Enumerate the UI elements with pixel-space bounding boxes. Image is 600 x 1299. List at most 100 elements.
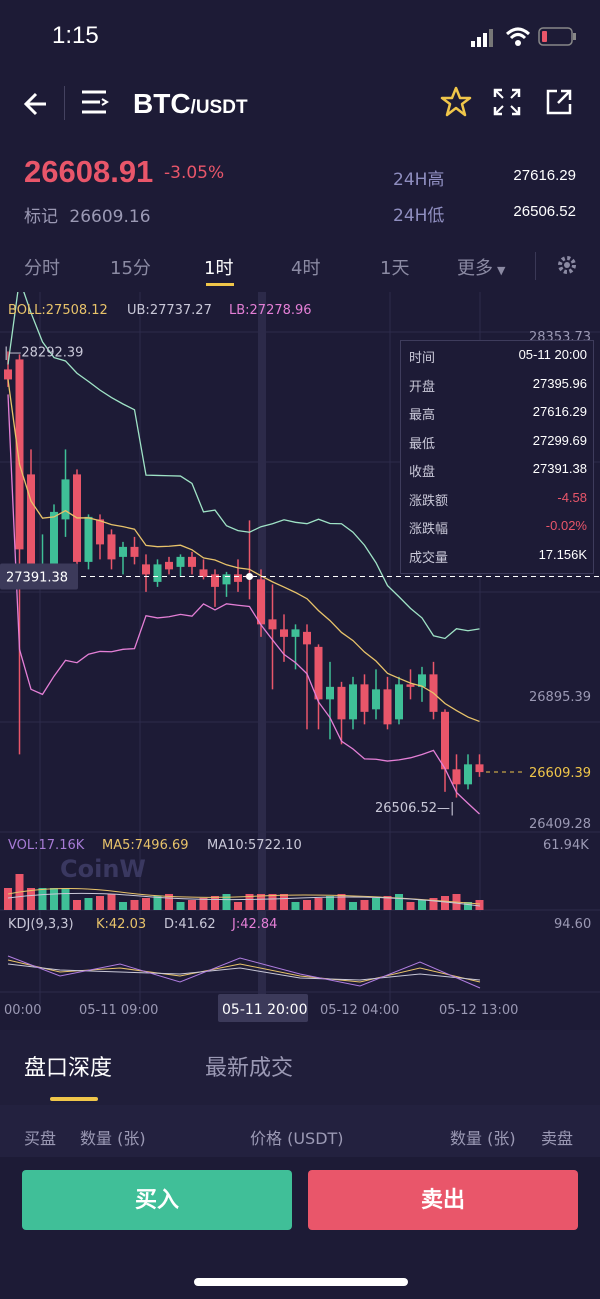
pair-quote: /USDT (190, 97, 248, 118)
tooltip-row: 最高 27616.29 (409, 404, 587, 430)
candle-body (153, 564, 162, 582)
volume-bar (383, 896, 392, 910)
volume-bar (130, 900, 139, 910)
volume-bar (199, 898, 208, 910)
candle-body (15, 359, 24, 550)
mark-value: 26609.16 (69, 207, 151, 227)
price-label: 价格 (USDT) (250, 1129, 344, 1148)
axis-label: 26895.39 (529, 690, 591, 705)
candle-body (257, 579, 265, 625)
tab-more[interactable]: 更多 ▼ (457, 254, 505, 280)
tab-more-label: 更多 (457, 258, 493, 279)
back-arrow-icon[interactable] (22, 90, 50, 118)
tab-1h[interactable]: 1时 (204, 258, 234, 279)
candle-body (383, 689, 392, 725)
boll-lower-line (7, 394, 480, 815)
volume-bar (257, 894, 265, 910)
high-value: 27616.29 (513, 167, 576, 184)
candle-body (452, 769, 461, 785)
kdj-label: KDJ(9,3,3) (8, 917, 74, 932)
orderbook-header: 买盘 数量 (张) 价格 (USDT) 数量 (张) 卖盘 (0, 1105, 600, 1157)
tab-15m[interactable]: 15分 (110, 258, 151, 279)
volume-bar (360, 900, 369, 910)
tooltip-value: 05-11 20:00 (518, 347, 587, 362)
candle-body (268, 619, 277, 630)
candle-body (395, 684, 403, 720)
volume-bar (96, 896, 104, 910)
tab-4h[interactable]: 4时 (291, 258, 321, 279)
volume-bar (188, 900, 196, 910)
candle-body (464, 764, 472, 785)
candle-body (280, 629, 288, 637)
volume-bar (245, 894, 254, 910)
volume-bar (176, 902, 185, 910)
time-axis-label: 05-12 13:00 (439, 1003, 518, 1018)
mark-price: 标记 26609.16 (24, 202, 151, 227)
tab-1d[interactable]: 1天 (380, 258, 410, 279)
divider (64, 86, 65, 120)
tab-time-share[interactable]: 分时 (24, 258, 60, 279)
volume-bar (50, 888, 58, 910)
share-icon[interactable] (545, 88, 573, 116)
boll-label: BOLL:27508.12 (8, 303, 108, 318)
pair-title[interactable]: BTC/USDT (133, 88, 248, 120)
gear-icon[interactable] (556, 254, 578, 276)
tooltip-key: 涨跌额 (409, 493, 449, 509)
candle-body (188, 556, 196, 567)
tooltip-row: 开盘 27395.96 (409, 376, 587, 402)
volume-bar (4, 888, 12, 910)
candle-body (406, 684, 415, 687)
tooltip-row: 最低 27299.69 (409, 433, 587, 459)
bid-qty-label: 数量 (张) (80, 1129, 146, 1148)
tab-depth[interactable]: 盘口深度 (24, 1056, 113, 1081)
pair-base: BTC (133, 88, 191, 119)
kdj-d-line (7, 963, 481, 981)
time-axis-label: 05-12 04:00 (320, 1003, 399, 1018)
tooltip-value: 27616.29 (532, 404, 587, 419)
tab-latest-trades[interactable]: 最新成交 (205, 1056, 294, 1081)
buy-button[interactable]: 买入 (22, 1170, 292, 1230)
low-label: 24H低 (393, 206, 445, 226)
volume-bar (107, 894, 116, 910)
star-icon[interactable] (440, 86, 472, 118)
menu-icon[interactable] (80, 88, 110, 118)
candle-body (176, 556, 185, 567)
kline-chart[interactable]: 27391.38 BOLL:27508.12 UB:27737.27 LB:27278… (0, 279, 600, 1024)
tooltip-row: 涨跌幅 -0.02% (409, 518, 587, 544)
volume-bar (27, 888, 35, 910)
status-time: 1:15 (52, 22, 99, 49)
volume-bar (280, 894, 288, 910)
tooltip-key: 时间 (409, 351, 436, 366)
candle-body (130, 546, 139, 557)
ma5-label: MA5:7496.69 (102, 838, 189, 853)
home-indicator (194, 1278, 408, 1286)
candle-body (441, 711, 449, 770)
top-bar (0, 72, 600, 142)
candle-body (349, 684, 357, 720)
candle-body (360, 684, 369, 712)
candle-body (199, 569, 208, 577)
axis-label: 26409.28 (529, 817, 591, 832)
volume-bar (372, 898, 380, 910)
fullscreen-icon[interactable] (493, 88, 521, 116)
ub-label: UB:27737.27 (127, 303, 212, 318)
vol-max-label: 61.94K (543, 838, 589, 853)
time-axis-label: 00:00 (4, 1003, 41, 1018)
chevron-down-icon: ▼ (497, 264, 506, 277)
volume-bar (326, 896, 334, 910)
volume-bar (73, 900, 81, 910)
ask-qty-label: 数量 (张) (450, 1129, 516, 1148)
current-price-label: 26609.39 (529, 766, 591, 781)
change-percent: -3.05% (164, 163, 225, 183)
crosshair-price: 27391.38 (6, 571, 68, 586)
candle-body (418, 674, 426, 687)
candle-body (96, 519, 104, 545)
volume-bar (268, 894, 277, 910)
lb-label: LB:27278.96 (229, 303, 312, 318)
sell-button[interactable]: 卖出 (308, 1170, 578, 1230)
tooltip-value: -0.02% (545, 518, 587, 533)
candle-body (372, 689, 380, 710)
volume-bar (61, 888, 70, 910)
candle-body (27, 474, 35, 575)
kline-svg[interactable]: 27391.38 BOLL:27508.12 UB:27737.27 LB:27278… (0, 279, 600, 1024)
